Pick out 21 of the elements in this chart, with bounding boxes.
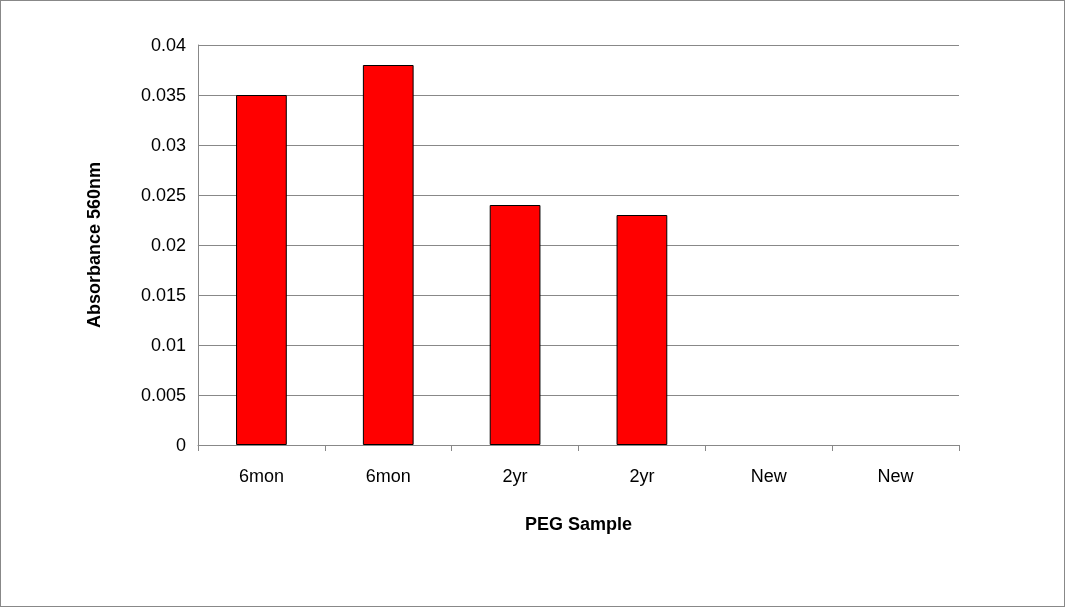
x-tick-label: 2yr [502,466,528,486]
y-tick-label: 0.04 [150,35,186,55]
y-axis-title: Absorbance 560nm [84,161,104,329]
y-tick-label: 0 [175,435,186,455]
x-tick-label: New [750,466,788,486]
y-tick-label: 0.005 [140,385,186,405]
y-tick-label: 0.03 [150,135,186,155]
bar [489,205,541,445]
bar [616,215,668,445]
y-tick-label: 0.025 [140,185,186,205]
bar [236,95,287,445]
x-tick-label: 6mon [238,466,284,486]
x-tick-label: 2yr [629,466,655,486]
y-tick-label: 0.02 [150,235,186,255]
bar [362,65,414,445]
y-tick-label: 0.015 [140,285,186,305]
y-tick-label: 0.035 [140,85,186,105]
x-axis-title: PEG Sample [524,514,633,534]
x-tick-label: 6mon [365,466,411,486]
x-tick-label: New [877,466,915,486]
y-tick-label: 0.01 [150,335,186,355]
